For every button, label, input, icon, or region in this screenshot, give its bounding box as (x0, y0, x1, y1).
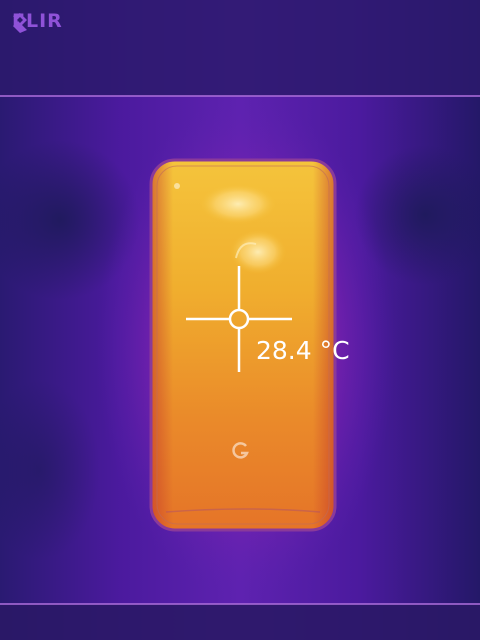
flir-logo-text: FLIR (12, 10, 63, 32)
spot-temperature-readout: 28.4 °C (256, 336, 350, 365)
flir-logo: FLIR (12, 10, 63, 33)
spot-meter-crosshair-icon (186, 266, 292, 372)
google-logo-icon (232, 442, 249, 459)
flir-flame-icon (13, 13, 27, 33)
